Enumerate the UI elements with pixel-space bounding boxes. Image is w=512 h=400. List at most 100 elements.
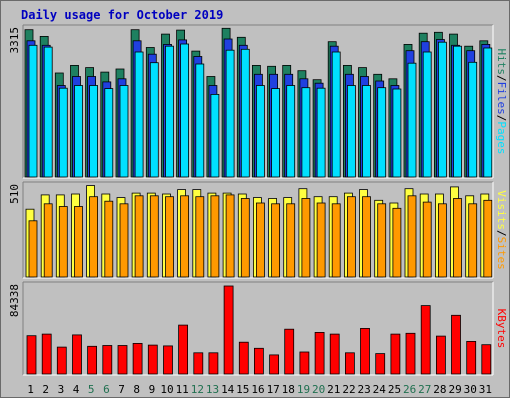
kbytes-bar-day-27	[420, 305, 431, 375]
kbytes-bar-day-19	[299, 351, 310, 375]
kbytes-bar-day-5	[87, 345, 97, 375]
kbytes-bar-day-29	[451, 314, 461, 375]
legend-files: Files	[495, 82, 508, 115]
day-label-8: 8	[133, 383, 140, 396]
kbytes-bars	[26, 285, 492, 375]
day-label-31: 31	[479, 383, 492, 396]
chart-title: Daily usage for October 2019	[21, 8, 223, 22]
pages-bar-day-4	[74, 85, 83, 178]
day-label-21: 21	[327, 383, 340, 396]
day-label-17: 17	[267, 383, 280, 396]
pages-bar-day-19	[301, 87, 311, 178]
day-label-14: 14	[221, 383, 235, 396]
pages-bar-day-3	[58, 87, 68, 178]
hits-max-label: 3315	[8, 27, 21, 54]
pages-bar-day-12	[195, 63, 205, 178]
day-label-25: 25	[388, 383, 401, 396]
sites-bar-day-29	[453, 198, 462, 278]
kbytes-bar-day-9	[147, 344, 158, 375]
kbytes-bar-day-4	[72, 334, 82, 375]
kbytes-bar-day-22	[344, 352, 355, 375]
pages-bar-day-6	[104, 88, 114, 178]
kbytes-max-label: 84338	[8, 284, 21, 317]
pages-bar-day-15	[240, 48, 250, 178]
sites-bar-day-18	[286, 203, 296, 278]
day-label-15: 15	[236, 383, 249, 396]
sites-bar-day-10	[165, 196, 174, 278]
legend-kbytes: KBytes	[495, 309, 508, 349]
pages-bar-day-16	[255, 85, 265, 178]
kbytes-bar-day-28	[435, 335, 446, 375]
pages-bar-day-30	[468, 61, 478, 178]
day-label-16: 16	[251, 383, 264, 396]
kbytes-bar-day-23	[360, 327, 370, 375]
pages-bar-day-9	[149, 62, 159, 178]
sites-bar-day-14	[225, 194, 235, 278]
sites-bar-day-31	[483, 199, 493, 278]
day-label-27: 27	[418, 383, 431, 396]
legend-sites: Sites	[495, 237, 508, 270]
kbytes-bar-day-21	[329, 333, 340, 375]
kbytes-bar-day-17	[269, 354, 280, 375]
day-label-23: 23	[357, 383, 370, 396]
sites-bar-day-27	[422, 201, 432, 278]
pages-bar-day-14	[225, 49, 235, 178]
visits-max-label: 510	[8, 184, 21, 204]
kbytes-bar-day-7	[117, 345, 128, 375]
kbytes-bar-day-30	[466, 340, 477, 375]
sites-bar-day-17	[271, 203, 281, 278]
legend-hits: Hits	[495, 49, 508, 76]
kbytes-bar-day-1	[26, 335, 37, 375]
pages-bar-day-28	[437, 41, 447, 178]
visits-sites-bars	[25, 185, 493, 278]
kbytes-bar-day-13	[208, 352, 219, 375]
sites-bar-day-23	[362, 196, 371, 278]
kbytes-bar-day-25	[390, 333, 401, 375]
day-label-13: 13	[206, 383, 219, 396]
legend-visits: Visits	[495, 190, 508, 230]
day-label-30: 30	[464, 383, 477, 396]
pages-bar-day-27	[422, 51, 432, 178]
day-label-24: 24	[373, 383, 387, 396]
kbytes-bar-day-11	[178, 324, 189, 375]
day-label-11: 11	[176, 383, 189, 396]
pages-bar-day-8	[134, 51, 144, 178]
day-label-26: 26	[403, 383, 416, 396]
pages-bar-day-24	[377, 87, 387, 178]
pages-bar-day-26	[407, 62, 417, 178]
day-label-10: 10	[160, 383, 173, 396]
pages-bar-day-31	[483, 47, 493, 178]
pages-bar-day-21	[331, 51, 341, 178]
kbytes-bar-day-10	[163, 345, 173, 375]
sites-bar-day-5	[89, 196, 98, 278]
sites-bar-day-1	[28, 220, 38, 278]
pages-bar-day-11	[180, 43, 190, 178]
hits-files-pages-bars	[24, 27, 493, 178]
kbytes-bar-day-2	[41, 333, 52, 375]
pages-bar-day-20	[316, 87, 326, 178]
pages-bar-day-2	[43, 46, 53, 178]
sites-bar-day-2	[43, 203, 53, 278]
kbytes-bar-day-14	[223, 285, 234, 375]
pages-bar-day-25	[392, 88, 402, 178]
pages-bar-day-7	[119, 85, 129, 178]
day-label-3: 3	[58, 383, 65, 396]
sites-bar-day-16	[255, 202, 265, 278]
sites-bar-day-19	[301, 198, 311, 278]
sites-bar-day-11	[180, 195, 190, 278]
kbytes-bar-day-8	[132, 342, 143, 375]
day-label-28: 28	[433, 383, 446, 396]
kbytes-bar-day-20	[314, 331, 325, 375]
kbytes-bar-day-18	[284, 328, 295, 375]
sites-bar-day-15	[240, 198, 250, 278]
sites-bar-day-9	[149, 195, 159, 278]
sites-bar-day-30	[468, 203, 478, 278]
day-label-7: 7	[118, 383, 125, 396]
day-label-4: 4	[73, 383, 80, 396]
day-label-1: 1	[27, 383, 34, 396]
kbytes-bar-day-26	[405, 332, 416, 375]
sites-bar-day-4	[74, 206, 83, 278]
kbytes-bar-day-15	[238, 341, 249, 375]
pages-bar-day-17	[271, 88, 281, 178]
